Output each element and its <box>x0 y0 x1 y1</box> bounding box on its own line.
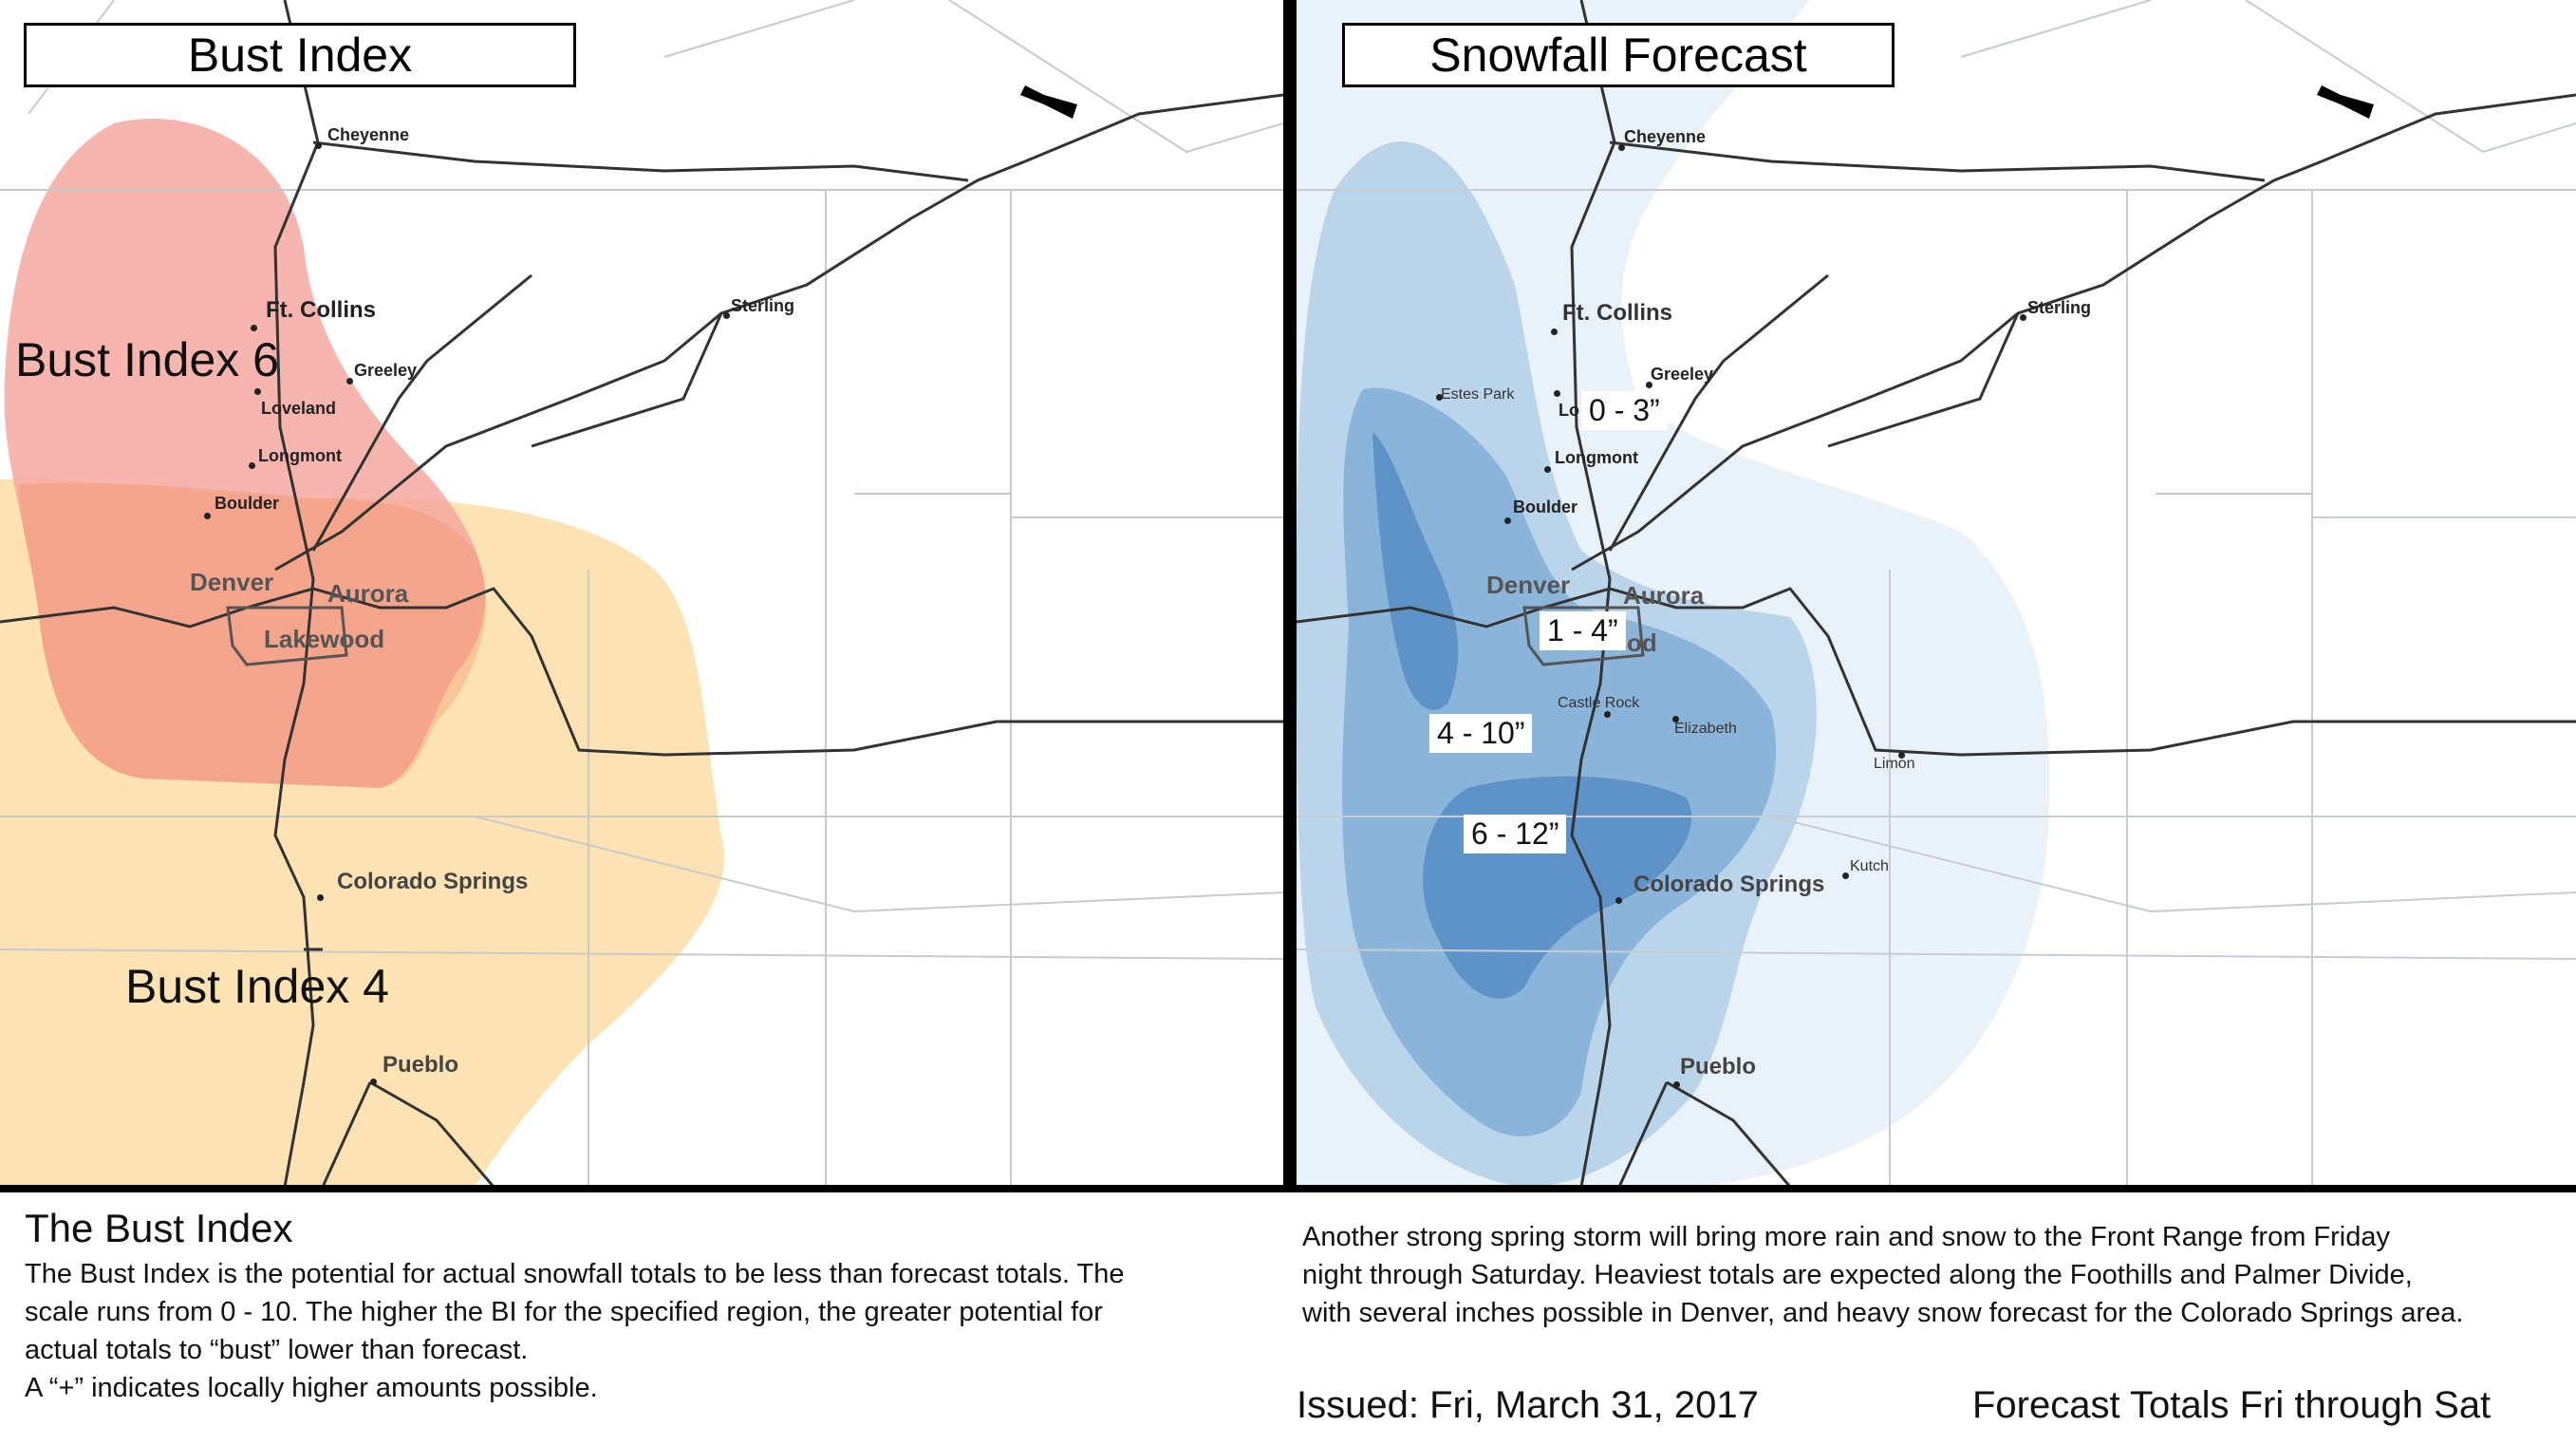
storm-description: Another strong spring storm will bring m… <box>1302 1218 2464 1332</box>
city-label-colorado-springs: Colorado Springs <box>337 869 529 894</box>
city-marker <box>1615 897 1622 904</box>
city-label-denver: Denver <box>1486 571 1571 599</box>
denver-beltway <box>226 606 348 666</box>
county-lines <box>1297 0 2576 1187</box>
city-marker <box>317 894 324 901</box>
highways <box>1297 0 2576 1187</box>
city-marker <box>1544 466 1551 473</box>
city-marker <box>1672 716 1679 722</box>
city-label-lo: Lo <box>1559 401 1579 420</box>
snow-band-6-12 <box>1372 432 1692 999</box>
bust-index-6-label: Bust Index 6 <box>15 333 279 386</box>
city-marker <box>254 388 261 395</box>
city-label-aurora: Aurora <box>327 579 409 608</box>
snow-range-label: 1 - 4” <box>1540 611 1626 650</box>
city-marker <box>1436 394 1443 401</box>
city-label-lakewood-partial: od <box>1627 629 1657 657</box>
city-marker <box>1898 752 1905 759</box>
text-line: night through Saturday. Heaviest totals … <box>1302 1260 2413 1290</box>
city-marker <box>723 312 730 319</box>
city-marker <box>370 1079 377 1085</box>
bust-index-6-region <box>4 119 486 789</box>
text-line: with several inches possible in Denver, … <box>1302 1298 2464 1328</box>
city-marker <box>1504 517 1511 524</box>
city-label-sterling: Sterling <box>731 296 795 315</box>
city-marker <box>2020 314 2026 321</box>
city-label-aurora: Aurora <box>1623 581 1705 610</box>
text-line: Another strong spring storm will bring m… <box>1302 1222 2390 1252</box>
city-label-limon: Limon <box>1874 756 1915 772</box>
county-lines <box>0 0 1283 1187</box>
city-label-loveland: Loveland <box>261 399 337 418</box>
city-label-estes-park: Estes Park <box>1441 386 1515 403</box>
city-label-pueblo: Pueblo <box>1680 1054 1757 1079</box>
city-label-ft-collins: Ft. Collins <box>1562 300 1672 326</box>
city-label-longmont: Longmont <box>1555 448 1638 467</box>
snow-range-label: 4 - 10” <box>1429 714 1533 753</box>
forecast-period: Forecast Totals Fri through Sat <box>1972 1384 2492 1426</box>
city-label-sterling: Sterling <box>2027 298 2092 317</box>
city-label-greeley: Greeley <box>354 361 418 380</box>
issued-date: Issued: Fri, March 31, 2017 <box>1297 1384 1759 1426</box>
highways <box>0 0 1283 1187</box>
bust-index-heading: The Bust Index <box>25 1206 293 1250</box>
city-label-longmont: Longmont <box>258 446 342 465</box>
map-feature <box>2317 85 2374 119</box>
snow-range-label: 0 - 3” <box>1581 391 1668 430</box>
city-label-boulder: Boulder <box>215 494 280 513</box>
text-line: scale runs from 0 - 10. The higher the B… <box>25 1297 1103 1327</box>
snowfall-forecast-map-graphic <box>1297 0 2576 1187</box>
city-marker <box>315 142 322 149</box>
city-marker <box>1551 328 1558 335</box>
city-label-kutch: Kutch <box>1850 858 1889 874</box>
city-marker <box>1618 144 1625 151</box>
city-label-boulder: Boulder <box>1513 497 1578 516</box>
snowfall-forecast-map: Snowfall Forecast Cheyenne Ft. Collins G… <box>1297 0 2576 1187</box>
snow-range-label: 6 - 12” <box>1464 815 1567 854</box>
city-marker <box>1604 711 1611 718</box>
map-feature <box>1020 85 1077 119</box>
city-marker <box>1673 1081 1680 1088</box>
city-label-castle-rock: Castle Rock <box>1558 695 1640 711</box>
city-label-colorado-springs: Colorado Springs <box>1633 872 1825 897</box>
city-marker <box>1646 382 1652 388</box>
panel-title: Snowfall Forecast <box>1342 23 1895 87</box>
city-label-pueblo: Pueblo <box>383 1052 459 1078</box>
city-label-cheyenne: Cheyenne <box>327 125 410 144</box>
denver-beltway <box>1522 606 1645 666</box>
city-label-cheyenne: Cheyenne <box>1624 127 1707 146</box>
city-marker <box>1842 873 1849 879</box>
panel-title: Bust Index <box>24 23 576 87</box>
city-label-denver: Denver <box>190 568 274 596</box>
bust-index-map: Bust Index Cheyenne Ft. Collins Greeley … <box>0 0 1283 1187</box>
text-line: actual totals to “bust” lower than forec… <box>25 1335 529 1365</box>
bust-index-4-label: Bust Index 4 <box>125 960 389 1013</box>
city-marker <box>1554 390 1560 397</box>
city-label-ft-collins: Ft. Collins <box>266 297 376 323</box>
bust-index-description: The Bust Index is the potential for actu… <box>25 1255 1125 1407</box>
bust-index-map-graphic <box>0 0 1283 1187</box>
city-label-elizabeth: Elizabeth <box>1674 721 1737 737</box>
text-line: The Bust Index is the potential for actu… <box>25 1259 1125 1289</box>
city-marker <box>251 325 257 331</box>
city-marker <box>346 378 353 385</box>
city-label-lakewood: Lakewood <box>264 625 385 653</box>
footer-divider <box>0 1185 2576 1192</box>
bust-overlap-region <box>19 482 487 788</box>
panel-divider <box>1283 0 1297 1191</box>
city-marker <box>204 513 211 519</box>
city-marker <box>249 462 255 469</box>
city-label-greeley: Greeley <box>1651 365 1714 384</box>
text-line: A “+” indicates locally higher amounts p… <box>25 1373 598 1403</box>
